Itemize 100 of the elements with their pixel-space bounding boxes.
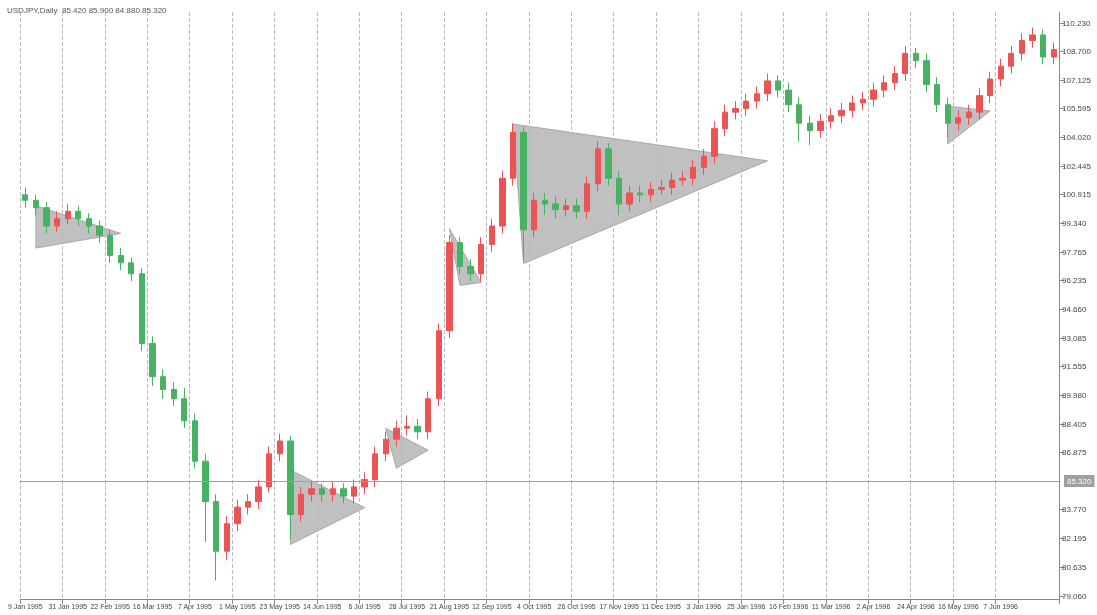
- y-tick-label: 108.700: [1062, 47, 1092, 56]
- candlestick: [923, 52, 930, 93]
- candlestick: [65, 203, 71, 225]
- candlestick: [658, 179, 665, 196]
- chart-title: USDJPY,Daily 85.420 85.900 84.880 85.320: [7, 5, 168, 15]
- candlestick: [648, 181, 654, 203]
- candlestick: [573, 197, 580, 220]
- candlestick: [1019, 32, 1025, 62]
- candlestick: [361, 471, 368, 495]
- candlestick: [414, 418, 421, 440]
- y-tick-label: 83.770: [1062, 505, 1088, 515]
- y-tick-label: 110.230: [1062, 18, 1091, 28]
- candlestick: [626, 185, 633, 212]
- candlestick: [298, 486, 304, 523]
- candlestick: [33, 194, 39, 216]
- candlestick: [605, 142, 612, 187]
- candlestick: [807, 115, 813, 146]
- candlestick: [139, 267, 145, 352]
- candlestick: [277, 433, 283, 462]
- candlestick: [690, 159, 696, 187]
- candlestick: [489, 218, 495, 253]
- candlestick: [584, 175, 590, 220]
- y-tick-label: 99.340: [1062, 218, 1088, 228]
- candlestick: [75, 205, 81, 227]
- candlestick: [160, 368, 166, 400]
- y-tick-label: 96.235: [1062, 276, 1088, 286]
- y-tick-label: 105.595: [1062, 104, 1092, 114]
- candlestick: [181, 387, 187, 429]
- candlestick: [616, 170, 622, 216]
- candlestick: [542, 192, 548, 216]
- candlestick: [1051, 41, 1057, 65]
- candlestick: [245, 493, 251, 515]
- candlestick: [563, 197, 569, 218]
- candlestick: [934, 76, 940, 113]
- candlestick: [467, 258, 474, 282]
- candlestick: [330, 480, 336, 503]
- candlestick: [669, 172, 675, 196]
- candlestick: [722, 104, 728, 137]
- candlestick: [913, 47, 919, 69]
- y-tick-label: 89.980: [1062, 390, 1088, 400]
- y-tick-label: 88.405: [1062, 419, 1088, 429]
- candlestick: [22, 186, 28, 209]
- candlestick: [552, 196, 559, 220]
- y-tick-label: 94.660: [1062, 304, 1088, 314]
- candlestick: [754, 85, 760, 109]
- candlestick: [86, 212, 92, 234]
- candlestick: [266, 446, 272, 493]
- candlestick: [96, 220, 103, 244]
- candlestick: [892, 65, 898, 91]
- candlestick: [457, 236, 463, 275]
- candlestick: [870, 82, 877, 108]
- candlestick: [595, 141, 601, 192]
- candlestick: [976, 87, 983, 120]
- candlestick: [637, 185, 643, 203]
- y-tick-label: 91.555: [1062, 362, 1088, 371]
- candlestick: [1008, 45, 1014, 75]
- y-tick-label: 82.195: [1062, 533, 1088, 543]
- candlestick: [743, 93, 749, 117]
- candlestick: [838, 102, 845, 124]
- candlestick: [351, 479, 357, 504]
- candlestick: [860, 91, 866, 111]
- candlestick: [372, 446, 378, 488]
- candlestick: [1029, 27, 1036, 49]
- candlestick: [192, 412, 198, 470]
- candlestick: [881, 74, 887, 98]
- candlestick: [796, 96, 802, 143]
- candlestick: [319, 482, 325, 503]
- candlestick: [775, 74, 781, 98]
- candlestick: [340, 482, 347, 504]
- candlestick: [701, 148, 707, 176]
- candlestick: [383, 431, 389, 462]
- candlestick: [966, 104, 972, 126]
- candlestick: [213, 493, 219, 582]
- candlestick: [902, 45, 908, 82]
- candlestick: [1040, 28, 1046, 65]
- candlestick: [446, 234, 453, 339]
- candlestick: [955, 109, 961, 131]
- candlestick: [118, 247, 124, 271]
- y-tick-label: 97.765: [1062, 247, 1088, 257]
- candlestick: [255, 479, 262, 510]
- candlestick: [785, 82, 792, 113]
- candlestick: [171, 381, 177, 407]
- candlestick: [732, 100, 739, 120]
- candlestick: [510, 122, 516, 187]
- candlestick: [404, 414, 410, 436]
- candlestick: [393, 420, 400, 448]
- y-tick-label: 104.020: [1062, 132, 1092, 142]
- candlestick: [531, 192, 537, 238]
- candlestick: [308, 480, 315, 503]
- candlestick: [224, 515, 230, 561]
- candlestick: [945, 96, 951, 139]
- candlestick: [149, 335, 156, 387]
- candlestick: [499, 170, 506, 234]
- candlestick: [425, 390, 431, 440]
- candlestick: [287, 434, 294, 539]
- candlestick: [817, 113, 824, 139]
- candlestick: [128, 256, 134, 282]
- y-tick-label: 102.445: [1062, 161, 1092, 171]
- candlestick: [520, 126, 527, 262]
- candlestick: [54, 210, 60, 233]
